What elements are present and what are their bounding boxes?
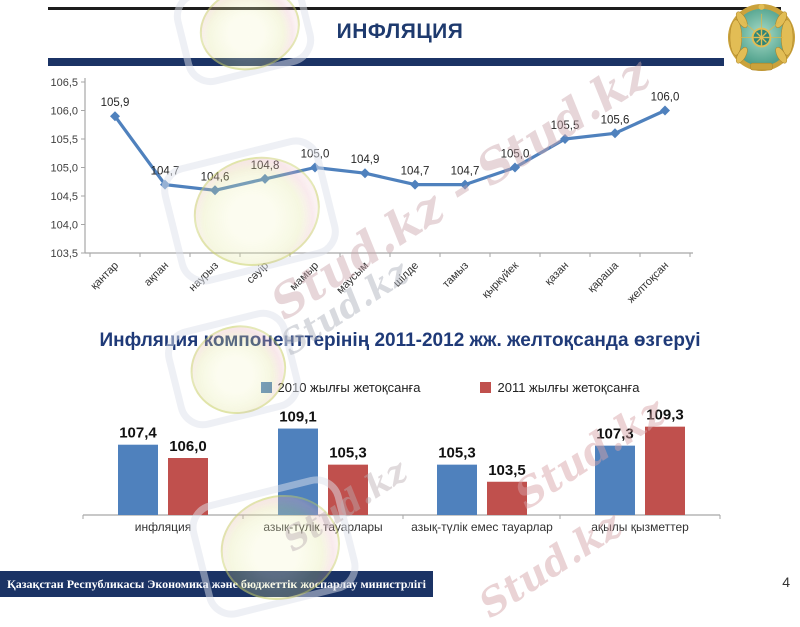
data-point-marker	[610, 128, 620, 139]
bar-series2	[328, 464, 368, 515]
month-axis-label: желтоқсан	[625, 260, 671, 306]
legend-item-2010: 2010 жылғы жетоқсанға	[260, 380, 421, 395]
category-axis-label: азық-түлік емес тауарлар	[411, 520, 553, 534]
data-point-marker	[210, 185, 220, 196]
y-axis-tick-label: 103,5	[50, 248, 78, 260]
bar-value-label: 103,5	[488, 462, 526, 479]
data-point-label: 104,7	[451, 166, 480, 178]
bar-value-label: 105,3	[329, 445, 367, 462]
data-point-label: 104,9	[351, 154, 380, 166]
category-axis-label: азық-түлік тауарлары	[263, 520, 382, 534]
slide-title: ИНФЛЯЦИЯ	[336, 20, 464, 43]
data-point-label: 105,5	[551, 120, 580, 132]
legend-item-2011: 2011 жылғы жетоқсанға	[480, 380, 639, 395]
legend-label-2010: 2010 жылғы жетоқсанға	[277, 380, 421, 395]
y-axis-tick-label: 106,5	[50, 77, 78, 89]
y-axis-tick-label: 106,0	[50, 106, 78, 118]
month-axis-label: сәуір	[244, 260, 271, 287]
bar-chart-legend: 2010 жылғы жетоқсанға 2011 жылғы жетоқса…	[120, 380, 780, 395]
month-axis-label: маусым	[334, 260, 371, 297]
data-point-label: 105,6	[601, 114, 630, 126]
y-axis-tick-label: 104,0	[50, 220, 78, 232]
month-axis-label: қараша	[586, 259, 622, 295]
data-point-label: 106,0	[651, 92, 680, 104]
bar-value-label: 109,3	[646, 407, 684, 424]
month-axis-label: қантар	[88, 260, 121, 293]
month-axis-label: қазан	[543, 260, 571, 288]
data-point-label: 104,7	[151, 166, 180, 178]
data-point-marker	[660, 105, 670, 116]
bar-series1	[437, 464, 477, 515]
bar-series1	[118, 444, 158, 515]
data-point-marker	[460, 179, 470, 190]
category-axis-label: инфляция	[135, 520, 192, 534]
month-axis-label: ақпан	[142, 260, 171, 289]
y-axis-tick-label: 104,5	[50, 191, 78, 203]
bar-value-label: 106,0	[169, 438, 207, 455]
inflation-components-bar-chart: 107,4 106,0 инфляция 109,1 105,3 азық-түлік т…	[82, 407, 721, 534]
legend-swatch-2011	[480, 382, 492, 393]
data-point-label: 105,0	[301, 149, 330, 161]
data-point-marker	[560, 134, 570, 144]
data-point-label: 104,8	[251, 160, 280, 172]
bar-value-label: 107,3	[596, 426, 634, 443]
header-top-rule	[48, 7, 781, 10]
data-point-marker	[260, 173, 270, 184]
data-point-marker	[360, 168, 370, 179]
footer-text: Қазақстан Республикасы Экономика және бю…	[7, 577, 426, 591]
category-axis-label: ақылы қызметтер	[591, 520, 689, 534]
page-number: 4	[782, 574, 790, 590]
bar-series2	[168, 458, 208, 515]
month-axis-label: қыркүйек	[480, 260, 521, 301]
bar-series2	[487, 481, 527, 515]
y-axis-tick-label: 105,5	[50, 134, 78, 146]
header-underline-rule	[48, 58, 724, 66]
bar-series1	[278, 428, 318, 515]
legend-label-2011: 2011 жылғы жетоқсанға	[497, 380, 640, 395]
month-axis-label: тамыз	[440, 260, 471, 291]
y-axis-tick-label: 105,0	[50, 163, 78, 175]
data-point-marker	[510, 162, 520, 173]
data-point-marker	[410, 179, 420, 190]
data-point-marker	[110, 111, 120, 122]
kazakhstan-coat-of-arms-icon	[727, 3, 796, 72]
bar-value-label: 109,1	[279, 409, 317, 426]
inflation-line-chart: 106,5 106,0 105,5 105,0 104,5 104,0 103,5 105,9…	[50, 77, 693, 306]
legend-swatch-2010	[260, 382, 272, 393]
data-point-marker	[310, 162, 320, 173]
line-series	[113, 109, 666, 192]
bar-series1	[595, 445, 635, 515]
bar-chart-title: Инфляция компоненттерінің 2011-2012 жж. …	[99, 330, 701, 351]
data-point-label: 104,6	[201, 171, 230, 183]
bar-value-label: 107,4	[119, 425, 157, 442]
data-point-label: 104,7	[401, 166, 430, 178]
bar-value-label: 105,3	[438, 445, 476, 462]
footer-bar: Қазақстан Республикасы Экономика және бю…	[0, 571, 433, 597]
bar-series2	[645, 426, 685, 515]
month-axis-label: мамыр	[288, 260, 321, 293]
data-point-label: 105,9	[101, 97, 130, 109]
data-point-label: 105,0	[501, 149, 530, 161]
data-point-marker	[160, 179, 170, 190]
month-axis-label: шілде	[391, 260, 421, 290]
month-axis-label: наурыз	[187, 260, 221, 294]
